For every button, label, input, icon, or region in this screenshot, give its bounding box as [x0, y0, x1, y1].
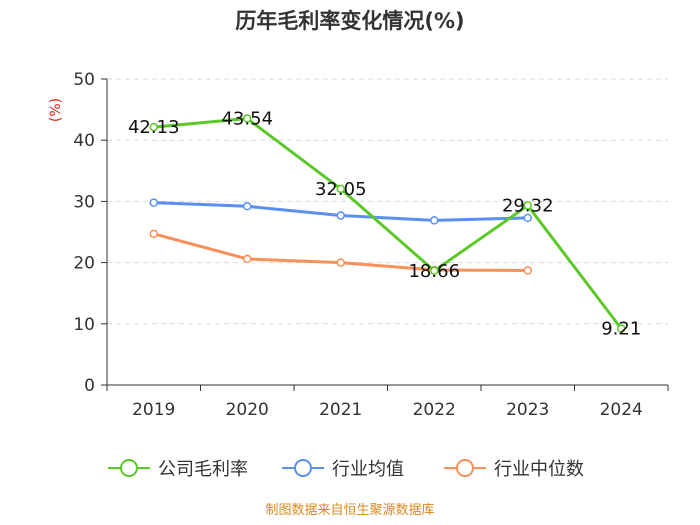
- x-tick-label: 2019: [132, 400, 175, 420]
- y-axis-unit: (%): [48, 98, 64, 122]
- legend-marker: [294, 459, 312, 477]
- data-point: [336, 211, 345, 220]
- legend-label: 行业中位数: [494, 459, 584, 480]
- y-tick-label: 10: [73, 315, 95, 335]
- legend-marker: [456, 459, 474, 477]
- legend-item-2[interactable]: 行业中位数: [444, 459, 584, 480]
- data-label: 32.05: [315, 179, 367, 200]
- x-tick-label: 2024: [600, 400, 643, 420]
- data-point: [149, 122, 158, 132]
- grid-lines: [107, 78, 668, 325]
- data-point: [149, 198, 158, 207]
- data-point: [243, 202, 252, 211]
- data-point: [523, 201, 532, 210]
- y-tick-label: 40: [73, 131, 95, 151]
- data-label: 42.13: [128, 117, 180, 138]
- x-tick-label: 2022: [413, 400, 456, 420]
- legend-label: 行业均值: [332, 459, 404, 480]
- data-point: [336, 184, 345, 194]
- legend-marker: [120, 459, 138, 477]
- data-label: 43.54: [221, 109, 273, 130]
- y-tick-label: 30: [73, 192, 95, 212]
- data-point: [430, 216, 439, 225]
- data-labels: 42.13 43.54 32.05 18.66 29.32 9.21: [128, 109, 641, 340]
- data-label: 18.66: [408, 261, 460, 282]
- y-tick-label: 50: [73, 70, 95, 90]
- x-tick-label: 2021: [319, 400, 362, 420]
- y-tick-label: 0: [84, 376, 95, 396]
- legend[interactable]: 公司毛利率 行业均值 行业中位数: [108, 459, 584, 480]
- axes: 0 10 20 30 40 50 2019 2020 2021 2022 2023 2024: [73, 70, 669, 420]
- source-note: 制图数据来自恒生聚源数据库: [265, 502, 434, 518]
- data-point: [243, 254, 252, 264]
- series-line-0: [153, 117, 623, 330]
- y-tick-label: 20: [73, 254, 95, 274]
- data-point: [149, 229, 158, 239]
- data-point: [523, 266, 532, 275]
- series-layer: [149, 114, 626, 333]
- x-tick-label: 2023: [506, 400, 549, 420]
- data-point: [523, 213, 532, 223]
- data-label: 9.21: [601, 319, 641, 340]
- legend-label: 公司毛利率: [158, 459, 248, 480]
- data-point: [336, 258, 345, 267]
- data-label: 29.32: [502, 196, 554, 217]
- x-tick-label: 2020: [226, 400, 269, 420]
- data-point: [430, 266, 439, 276]
- legend-item-0[interactable]: 公司毛利率: [108, 459, 248, 480]
- chart-title: 历年毛利率变化情况(%): [235, 9, 464, 33]
- legend-item-1[interactable]: 行业均值: [282, 459, 404, 480]
- data-point: [243, 114, 252, 123]
- data-point: [617, 324, 626, 333]
